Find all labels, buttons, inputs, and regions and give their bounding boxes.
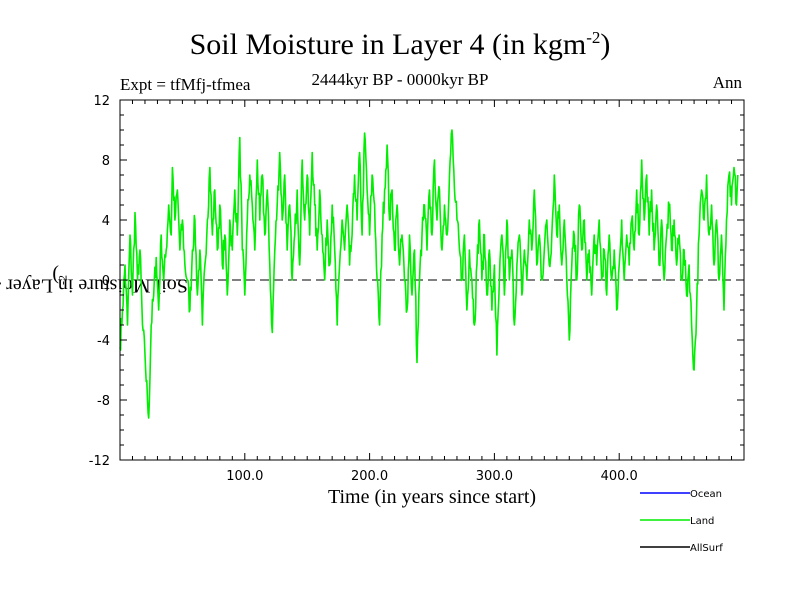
x-tick-label: 200.0 [351,469,388,484]
series-line-land [119,129,739,419]
y-tick-label: -4 [97,334,110,349]
legend-label-land: Land [690,516,714,527]
legend-label-allsurf: AllSurf [690,543,723,554]
experiment-label: Expt = tfMfj-tfmea [120,75,251,94]
y-tick-label: -12 [89,454,110,469]
season-label: Ann [712,73,742,92]
chart-subtitle: 2444kyr BP - 0000kyr BP [311,70,489,89]
y-tick-label: 0 [102,274,110,289]
x-tick-label: 400.0 [601,469,638,484]
x-tick-label: 300.0 [476,469,513,484]
chart-title: Soil Moisture in Layer 4 (in kgm-2) [189,28,611,61]
y-tick-label: 4 [102,214,110,229]
x-tick-label: 100.0 [226,469,263,484]
legend-label-ocean: Ocean [690,489,722,500]
y-tick-label: 12 [93,94,110,109]
y-tick-label: -8 [97,394,110,409]
x-axis-label: Time (in years since start) [327,486,537,508]
y-tick-label: 8 [102,154,110,169]
